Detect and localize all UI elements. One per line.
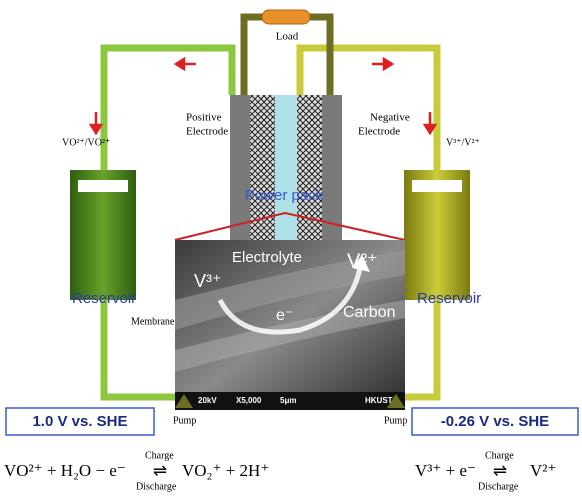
label: -0.26 V vs. SHE [441, 413, 549, 430]
label: 5μm [280, 396, 296, 405]
label: Pump [384, 415, 407, 426]
label: VO₂⁺ + 2H⁺ [182, 461, 269, 480]
arrow-head [173, 56, 186, 72]
label: V³⁺ + e⁻ [415, 461, 476, 480]
label: Carbon [343, 304, 395, 321]
arrow-head [382, 56, 395, 72]
electron-path [217, 267, 363, 335]
membrane-layer [275, 95, 297, 240]
label: Electrode [358, 126, 400, 138]
label: HKUST [365, 396, 393, 405]
label: Electrolyte [232, 249, 302, 266]
equation: V³⁺ + e⁻ Charge ⇌ Discharge V²⁺ [415, 450, 556, 492]
label: Discharge [136, 481, 177, 492]
label: Discharge [478, 481, 519, 492]
load-label: Load [276, 31, 299, 43]
pipes [100, 13, 441, 401]
label: V³⁺ [194, 271, 222, 291]
label: 20kV [198, 396, 217, 405]
wire-right [308, 13, 334, 95]
label: Negative [370, 112, 410, 124]
label: Reservoir [72, 290, 136, 307]
left-pipe-bottom [100, 300, 180, 401]
tank-slot [412, 180, 462, 192]
load-resistor [261, 9, 311, 25]
label: Power pack [245, 187, 324, 204]
label: Charge [145, 450, 174, 461]
label: Electrode [186, 126, 228, 138]
label: ⇌ [153, 461, 167, 480]
label: X5,000 [236, 396, 262, 405]
label: V³⁺/V²⁺ [446, 137, 480, 148]
label: V²⁺ [530, 461, 556, 480]
wire-left [240, 13, 264, 95]
label: Membrane [131, 316, 175, 327]
equation: VO²⁺ + H₂O − e⁻ Charge ⇌ Discharge VO₂⁺ … [4, 450, 269, 492]
label: V²⁺ [347, 250, 378, 272]
left-pipe-top [100, 44, 236, 170]
arrow-head [422, 123, 438, 136]
potential-box [411, 407, 579, 436]
label: e⁻ [276, 307, 293, 324]
pump [387, 394, 405, 408]
potential-box [5, 407, 155, 436]
zoom-lines [174, 211, 406, 241]
fiber [175, 250, 405, 330]
label: Charge [485, 450, 514, 461]
label: Positive [186, 112, 222, 124]
label: Reservoir [417, 290, 481, 307]
label: Pump [173, 415, 196, 426]
fiber [175, 300, 405, 372]
label: 1.0 V vs. SHE [32, 413, 127, 430]
arrow-head [88, 123, 104, 136]
tank-slot [78, 180, 128, 192]
sem-labels: Electrolyte V²⁺ V³⁺ e⁻ Carbon 20kV X5,00… [194, 249, 395, 405]
sem-info-bar [175, 392, 405, 410]
arrow-head [352, 255, 370, 272]
flow-arrows [88, 56, 438, 136]
label: VO²⁺ + H₂O − e⁻ [4, 461, 126, 480]
label: ⇌ [493, 461, 507, 480]
pump [175, 394, 193, 408]
label: VO²⁺/VO²⁺ [62, 137, 110, 148]
right-pipe-top [296, 44, 441, 170]
right-pipe-bottom [398, 300, 441, 401]
